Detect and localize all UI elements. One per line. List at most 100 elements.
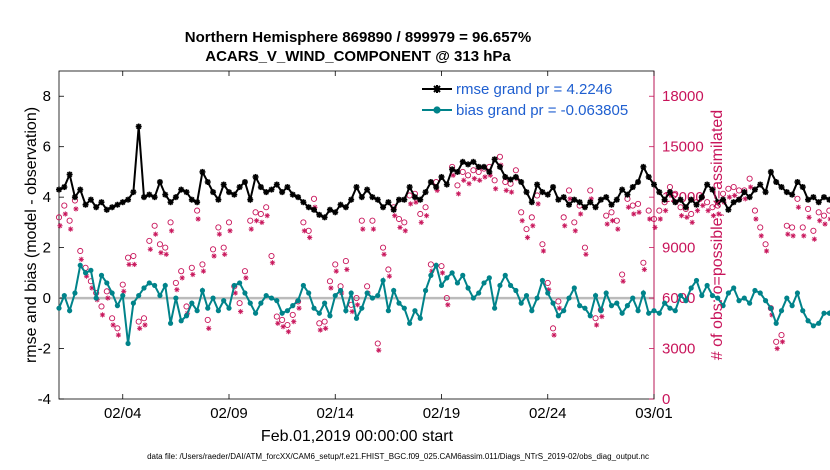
obs-assimilated-point — [508, 189, 515, 195]
bias-point — [454, 280, 461, 286]
obs-possible-point — [167, 219, 174, 226]
obs-assimilated-point — [323, 325, 329, 331]
bias-point — [210, 295, 216, 301]
obs-assimilated-point — [248, 226, 254, 232]
obs-possible-point — [162, 244, 169, 251]
rmse-point — [66, 171, 73, 178]
rmse-point — [746, 194, 753, 201]
bias-point — [93, 295, 99, 301]
rmse-point — [465, 161, 472, 168]
rmse-point — [247, 196, 254, 203]
obs-possible-point — [799, 224, 806, 231]
obs-assimilated-point — [716, 211, 722, 217]
obs-possible-point — [518, 209, 525, 216]
bias-point — [417, 315, 423, 321]
obs-possible-point — [746, 175, 753, 182]
obs-possible-point — [725, 185, 732, 192]
obs-assimilated-point — [243, 275, 249, 281]
obs-possible-point — [310, 195, 318, 202]
footer-data-file: data file: /Users/raeder/DAI/ATM_forcXX/… — [147, 452, 649, 461]
rmse-point — [273, 181, 280, 188]
bias-point — [231, 282, 237, 289]
rmse-point — [815, 199, 822, 206]
obs-assimilated-point — [376, 347, 382, 353]
obs-assimilated-point — [78, 256, 84, 262]
rmse-point — [406, 184, 413, 191]
y-left-tick-label: 4 — [43, 189, 51, 206]
obs-possible-point — [210, 246, 217, 253]
bias-point — [704, 282, 710, 289]
bias-series — [56, 262, 830, 347]
bias-point — [284, 308, 291, 314]
y-left-tick-label: 0 — [43, 290, 51, 307]
obs-assimilated-point — [790, 233, 796, 239]
bias-point — [810, 323, 816, 329]
obs-assimilated-point — [418, 219, 424, 225]
obs-possible-point — [257, 210, 264, 218]
obs-assimilated-point — [562, 223, 568, 229]
obs-possible-point — [417, 210, 424, 218]
bias-point — [306, 290, 312, 296]
obs-possible-point — [438, 263, 445, 270]
bias-point — [56, 305, 62, 311]
obs-possible-point — [358, 217, 365, 224]
rmse-point — [178, 186, 185, 193]
obs-assimilated-point — [211, 253, 217, 259]
rmse-point — [470, 158, 477, 165]
x-tick-label: 02/19 — [423, 405, 461, 422]
bias-point — [460, 272, 466, 278]
obs-assimilated-point — [147, 246, 153, 252]
obs-assimilated-point — [423, 213, 430, 219]
bias-point — [486, 275, 492, 281]
bias-point — [688, 285, 694, 291]
bias-point — [120, 292, 126, 299]
rmse-point — [523, 189, 530, 196]
rmse-point — [736, 196, 742, 203]
bias-point — [762, 298, 769, 304]
obs-possible-point — [321, 318, 328, 325]
bias-point — [784, 295, 790, 301]
rmse-point — [528, 199, 535, 206]
obs-assimilated-point — [663, 208, 669, 214]
rmse-point — [353, 184, 360, 191]
rmse-point — [162, 191, 169, 198]
obs-assimilated-point — [57, 223, 63, 229]
rmse-point — [220, 181, 227, 188]
obs-assimilated-point — [110, 322, 116, 328]
rmse-point — [443, 181, 450, 188]
rmse-point — [597, 196, 604, 203]
obs-possible-point — [188, 264, 195, 271]
bias-point — [348, 290, 354, 296]
obs-assimilated-point — [599, 313, 605, 320]
bias-point — [337, 287, 344, 294]
bias-point — [683, 298, 689, 304]
obs-possible-point — [268, 252, 275, 260]
obs-assimilated-point — [774, 345, 780, 352]
x-axis-ticks: 02/04 02/09 02/14 02/19 02/24 03/01 — [104, 71, 673, 422]
legend: rmse grand pr = 4.2246 bias grand pr = -… — [422, 81, 628, 119]
rmse-point — [427, 179, 434, 186]
obs-assimilated-point — [801, 233, 807, 239]
obs-assimilated-point — [615, 226, 621, 232]
obs-possible-point — [140, 315, 148, 322]
bias-point — [125, 340, 131, 347]
bias-point — [773, 320, 779, 326]
rmse-point — [773, 179, 780, 186]
bias-point — [385, 308, 391, 314]
bias-point — [183, 313, 190, 319]
rmse-point — [215, 196, 222, 203]
bias-point — [300, 282, 306, 289]
bias-point — [364, 290, 370, 296]
bias-point — [290, 303, 296, 309]
rmse-point — [704, 181, 711, 188]
obs-possible-point — [571, 219, 578, 226]
rmse-point — [592, 204, 599, 211]
obs-possible-point — [512, 167, 519, 174]
rmse-point — [507, 176, 514, 183]
obs-assimilated-point — [238, 308, 244, 315]
obs-possible-point — [194, 207, 201, 214]
bias-point — [380, 277, 386, 284]
bias-point — [481, 280, 487, 286]
obs-possible-point — [730, 184, 737, 191]
